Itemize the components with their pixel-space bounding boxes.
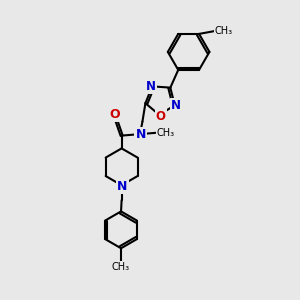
Text: N: N: [171, 99, 181, 112]
Text: N: N: [117, 180, 128, 193]
Text: CH₃: CH₃: [157, 128, 175, 138]
Text: O: O: [156, 110, 166, 123]
Text: N: N: [146, 80, 156, 93]
Text: CH₃: CH₃: [214, 26, 233, 36]
Text: CH₃: CH₃: [112, 262, 130, 272]
Text: N: N: [136, 128, 146, 141]
Text: O: O: [109, 108, 120, 121]
